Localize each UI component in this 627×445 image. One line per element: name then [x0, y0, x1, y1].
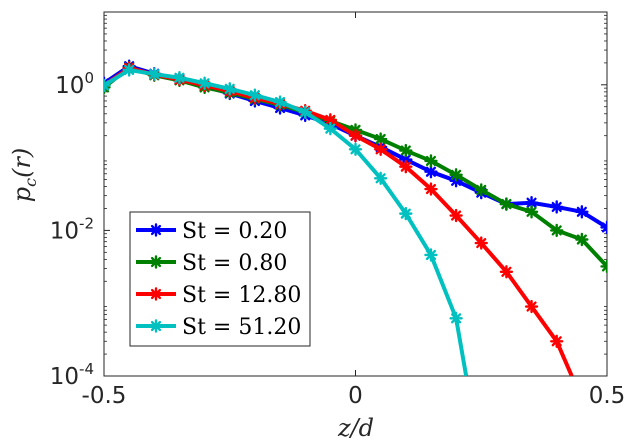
- data-point: [575, 232, 589, 247]
- legend-entry: St = 51.20: [136, 315, 301, 340]
- data-point: [575, 205, 589, 219]
- data-point: [499, 197, 514, 211]
- y-tick-label-base: 10: [55, 73, 84, 99]
- series-line: [104, 67, 469, 376]
- legend-swatch-marker: [149, 287, 163, 301]
- legend-label: St = 51.20: [182, 315, 301, 340]
- data-point: [323, 121, 338, 136]
- data-point: [172, 71, 187, 85]
- data-point: [298, 105, 312, 119]
- legend-entry: St = 0.80: [136, 251, 287, 276]
- data-point: [104, 78, 111, 93]
- y-tick-label-exponent: 0: [84, 69, 94, 87]
- legend-label: St = 0.20: [182, 219, 287, 244]
- legend-swatch-marker: [149, 223, 163, 237]
- data-point: [248, 88, 262, 102]
- series-4: [104, 63, 469, 376]
- x-tick-label: -0.5: [82, 383, 127, 409]
- data-point: [449, 168, 463, 182]
- data-point: [424, 165, 438, 179]
- data-point: [600, 259, 607, 274]
- legend-entry: St = 0.20: [136, 219, 287, 244]
- data-point: [424, 154, 438, 168]
- y-tick-label: 10-4: [50, 360, 94, 390]
- y-tick-label-exponent: -2: [79, 214, 94, 232]
- x-axis-label: z/d: [337, 414, 374, 442]
- data-point: [399, 206, 413, 221]
- data-point: [323, 113, 338, 127]
- legend-label: St = 12.80: [182, 283, 301, 308]
- data-point: [373, 142, 388, 157]
- legend-entry: St = 12.80: [136, 283, 301, 308]
- y-tick-label-base: 10: [50, 218, 79, 244]
- data-point: [550, 223, 564, 238]
- legend-swatch-marker: [149, 255, 163, 269]
- x-tick-label: 0: [348, 383, 363, 409]
- data-point: [147, 67, 162, 81]
- y-tick-label-exponent: -4: [79, 360, 94, 378]
- y-tick-label: 10-2: [50, 214, 94, 244]
- data-point: [424, 248, 438, 262]
- legend: St = 0.20 St = 0.80 St = 12.80 St = 51.20: [129, 211, 311, 347]
- legend-label: St = 0.80: [182, 251, 287, 276]
- data-point: [373, 171, 388, 185]
- data-point: [399, 152, 413, 167]
- data-point: [524, 205, 539, 219]
- data-point: [399, 143, 413, 158]
- y-axis-label: pc(r): [8, 148, 40, 203]
- data-point: [550, 200, 564, 214]
- y-tick-label-base: 10: [50, 364, 79, 390]
- data-point: [273, 95, 287, 109]
- data-point: [223, 82, 237, 96]
- data-point: [474, 183, 488, 197]
- data-point: [600, 220, 607, 235]
- data-point: [449, 311, 463, 326]
- data-point: [424, 182, 438, 196]
- data-point: [399, 159, 413, 174]
- data-point: [474, 236, 488, 250]
- y-tick-label: 100: [55, 69, 94, 99]
- data-point: [524, 299, 539, 314]
- data-point: [550, 334, 564, 348]
- data-point: [197, 76, 212, 90]
- data-point: [499, 265, 514, 279]
- x-tick-label: 0.5: [589, 383, 626, 409]
- series-layer: [104, 59, 607, 376]
- data-point: [449, 208, 463, 223]
- data-point: [348, 128, 363, 143]
- data-point: [122, 63, 136, 77]
- legend-swatch-marker: [149, 319, 163, 333]
- data-point: [348, 142, 363, 157]
